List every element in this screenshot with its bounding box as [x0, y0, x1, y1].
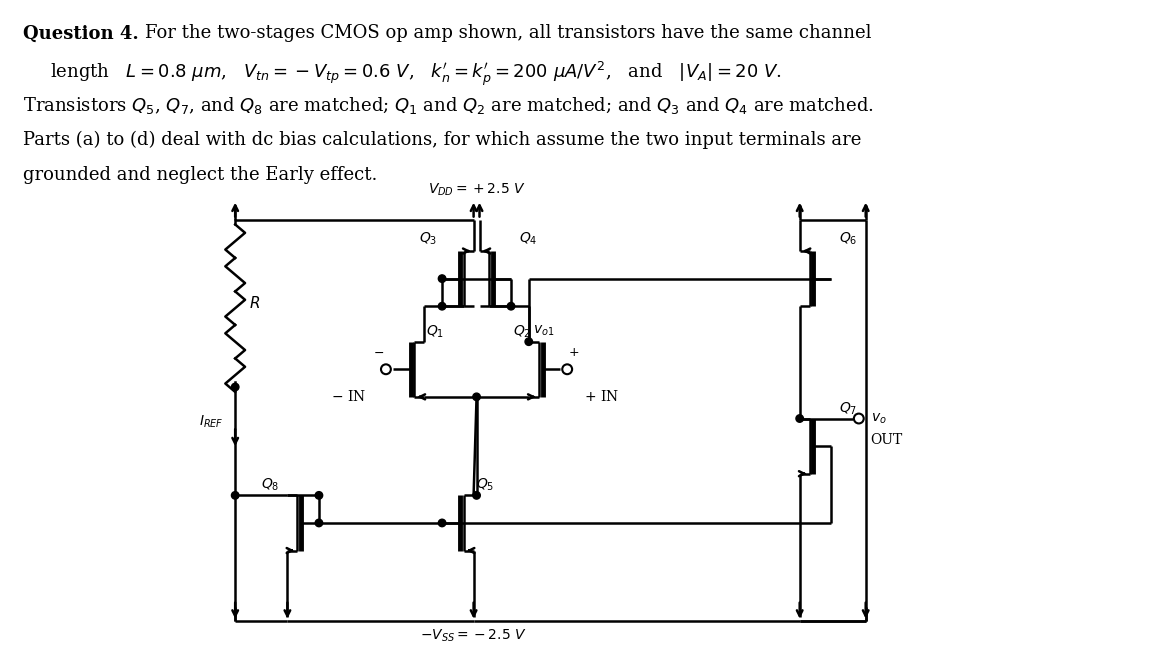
Text: $-$: $-$: [374, 346, 385, 359]
Circle shape: [438, 519, 445, 526]
Text: $Q_4$: $Q_4$: [519, 231, 537, 247]
Text: $v_o$: $v_o$: [871, 411, 886, 426]
Text: $Q_1$: $Q_1$: [427, 323, 444, 340]
Circle shape: [438, 275, 445, 282]
Text: $Q_7$: $Q_7$: [839, 400, 857, 417]
Text: $+$: $+$: [568, 346, 580, 359]
Text: grounded and neglect the Early effect.: grounded and neglect the Early effect.: [23, 166, 378, 185]
Circle shape: [854, 413, 864, 423]
Circle shape: [473, 393, 480, 400]
Circle shape: [380, 365, 391, 374]
Circle shape: [563, 365, 572, 374]
Circle shape: [316, 491, 322, 499]
Text: $v_{o1}$: $v_{o1}$: [532, 323, 554, 338]
Text: $Q_6$: $Q_6$: [839, 231, 857, 247]
Text: Question 4.: Question 4.: [23, 25, 139, 42]
Text: $+$ IN: $+$ IN: [585, 389, 619, 404]
Text: $Q_2$: $Q_2$: [513, 323, 531, 340]
Text: Parts (a) to (d) deal with dc bias calculations, for which assume the two input : Parts (a) to (d) deal with dc bias calcu…: [23, 131, 862, 149]
Text: OUT: OUT: [871, 433, 902, 447]
Circle shape: [232, 384, 239, 391]
Circle shape: [796, 415, 804, 422]
Circle shape: [507, 302, 515, 310]
Text: length   $L = 0.8\ \mu m$,   $V_{tn} = -V_{tp} = 0.6\ V$,   $k_n^\prime = k_p^\p: length $L = 0.8\ \mu m$, $V_{tn} = -V_{t…: [50, 60, 782, 88]
Circle shape: [232, 491, 239, 499]
Circle shape: [525, 338, 532, 345]
Text: $V_{DD}=+2.5\ V$: $V_{DD}=+2.5\ V$: [428, 181, 525, 198]
Text: For the two-stages CMOS op amp shown, all transistors have the same channel: For the two-stages CMOS op amp shown, al…: [145, 25, 871, 42]
Circle shape: [473, 491, 480, 499]
Circle shape: [438, 302, 445, 310]
Circle shape: [316, 519, 322, 526]
Text: $-$ IN: $-$ IN: [331, 389, 367, 404]
Text: $Q_8$: $Q_8$: [261, 477, 280, 493]
Text: Transistors $Q_5$, $Q_7$, and $Q_8$ are matched; $Q_1$ and $Q_2$ are matched; an: Transistors $Q_5$, $Q_7$, and $Q_8$ are …: [23, 96, 875, 116]
Text: $Q_5$: $Q_5$: [476, 477, 494, 493]
Text: $R$: $R$: [249, 295, 260, 311]
Text: $I_{REF}$: $I_{REF}$: [198, 413, 224, 430]
Text: $-V_{SS}=-2.5\ V$: $-V_{SS}=-2.5\ V$: [420, 627, 527, 644]
Text: $Q_3$: $Q_3$: [419, 231, 437, 247]
